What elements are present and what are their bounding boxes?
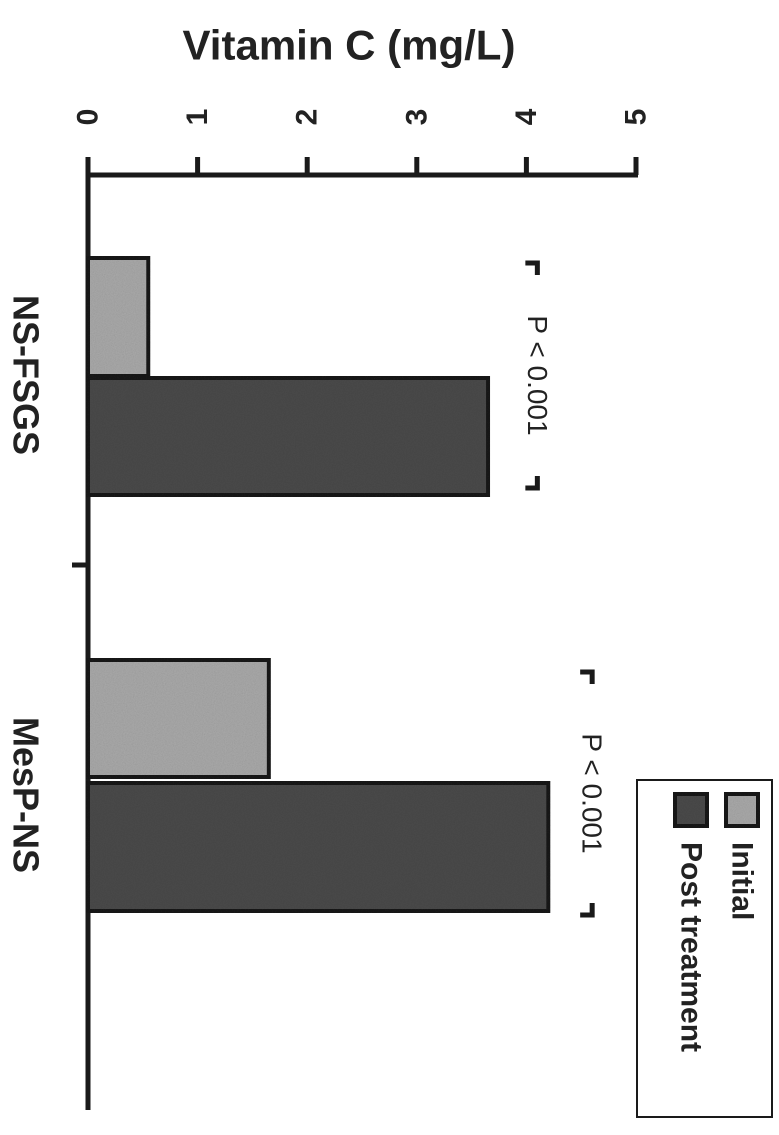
category-label: MesP-NS <box>6 717 47 873</box>
significance-bracket-start <box>580 669 595 684</box>
significance-bracket-end <box>525 476 540 491</box>
legend-box <box>636 779 773 1118</box>
significance-bracket-end <box>580 903 595 918</box>
category-labels: NS-FSGS MesP-NS <box>6 295 47 873</box>
legend-label: Post treatment <box>675 842 708 1052</box>
value-tick-label: 3 <box>400 109 433 126</box>
value-tick-label: 1 <box>181 109 214 126</box>
y-axis-title: Vitamin C (mg/L) <box>183 22 516 69</box>
value-tick-label: 2 <box>291 109 324 126</box>
legend: Initial Post treatment <box>636 779 773 1118</box>
annotations: P < 0.001 P < 0.001 <box>522 260 608 918</box>
bar-post-treatment-ns-fsgs <box>86 376 491 497</box>
bar-initial-ns-fsgs <box>86 256 151 378</box>
value-tick-label: 5 <box>620 109 653 126</box>
bars <box>86 256 551 913</box>
value-tick-label: 4 <box>510 108 543 125</box>
value-ticks: 0 1 2 3 4 5 <box>72 108 653 175</box>
significance-label: P < 0.001 <box>577 733 608 853</box>
legend-label: Initial <box>726 842 759 920</box>
bar-post-treatment-mesp-ns <box>86 781 551 913</box>
significance-label: P < 0.001 <box>522 315 553 435</box>
bar-initial-mesp-ns <box>86 658 271 779</box>
category-label: NS-FSGS <box>6 295 47 455</box>
value-tick-label: 0 <box>72 109 105 126</box>
significance-bracket-start <box>525 260 540 275</box>
legend-swatch-post-treatment <box>673 792 709 828</box>
legend-swatch-initial <box>724 792 760 828</box>
